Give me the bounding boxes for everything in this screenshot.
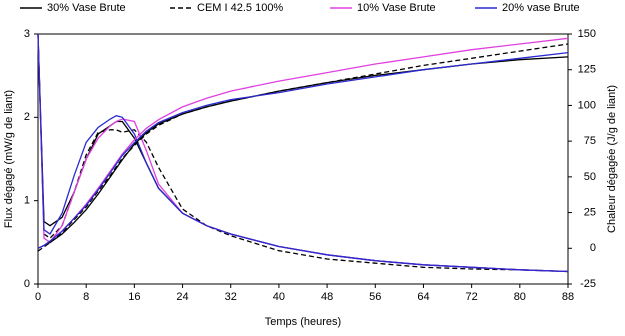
- y2-tick-label: 125: [578, 64, 596, 76]
- series-line: [37, 33, 569, 273]
- x-tick-label: 24: [176, 291, 188, 303]
- x-tick-label: 80: [514, 291, 526, 303]
- x-axis-label: Temps (heures): [265, 316, 341, 328]
- y2-tick-label: 50: [584, 171, 596, 183]
- legend-label: 10% Vase Brute: [357, 2, 436, 14]
- plot-frame: [37, 33, 569, 285]
- x-tick-label: 88: [562, 291, 574, 303]
- x-tick-label: 32: [225, 291, 237, 303]
- y2-axis-label: Chaleur dégagée (J/g de liant): [606, 85, 618, 233]
- legend-label: CEM I 42.5 100%: [197, 2, 283, 14]
- series-line: [37, 33, 569, 273]
- series-line: [37, 37, 569, 249]
- legend-label: 20% vase Brute: [502, 2, 580, 14]
- x-tick-label: 64: [417, 291, 429, 303]
- y2-tick-label: 0: [590, 242, 596, 254]
- y-tick-label: 1: [24, 195, 30, 207]
- series-line: [37, 43, 569, 252]
- series-line: [37, 33, 569, 273]
- x-tick-label: 72: [466, 291, 478, 303]
- x-tick-label: 16: [128, 291, 140, 303]
- y-tick-label: 0: [24, 278, 30, 290]
- y2-tick-label: -25: [580, 278, 596, 290]
- series-line: [37, 33, 569, 273]
- series-line: [37, 56, 569, 249]
- y2-tick-label: 25: [584, 206, 596, 218]
- series-line: [37, 51, 569, 249]
- x-tick-label: 0: [35, 291, 41, 303]
- y-axis-label: Flux dégagé (mW/g de liant): [3, 90, 15, 228]
- x-tick-label: 48: [321, 291, 333, 303]
- y-tick-label: 3: [24, 28, 30, 40]
- x-tick-label: 8: [83, 291, 89, 303]
- y2-tick-label: 75: [584, 135, 596, 147]
- y2-tick-label: 100: [578, 99, 596, 111]
- x-tick-label: 56: [369, 291, 381, 303]
- x-tick-label: 40: [273, 291, 285, 303]
- legend-label: 30% Vase Brute: [47, 2, 126, 14]
- y-tick-label: 2: [24, 111, 30, 123]
- y2-tick-label: 150: [578, 28, 596, 40]
